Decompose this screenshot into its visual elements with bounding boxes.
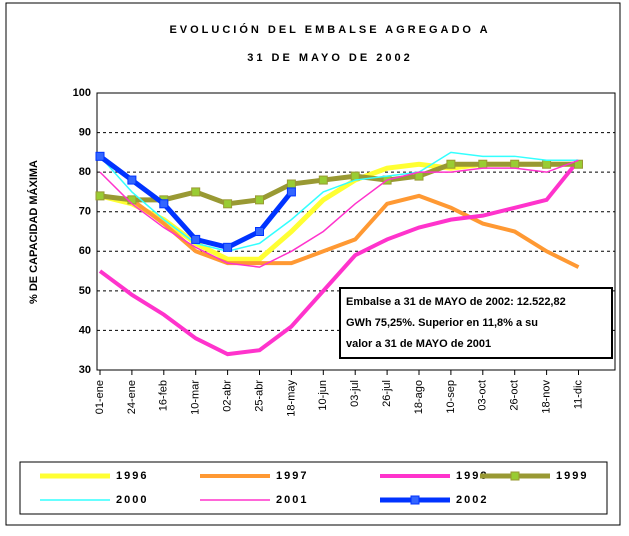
- x-tick-label: 18-ago: [413, 380, 425, 414]
- annotation-text: Embalse a 31 de MAYO de 2002: 12.522,82: [346, 296, 566, 308]
- x-tick-label: 16-feb: [158, 380, 170, 411]
- series-marker: [318, 175, 328, 185]
- legend-label: 1997: [276, 470, 308, 482]
- frame: [5, 2, 621, 526]
- y-tick-label: 60: [79, 245, 91, 257]
- x-tick-label: 18-may: [285, 380, 297, 417]
- series-marker: [127, 195, 137, 205]
- x-tick-label: 26-jul: [381, 380, 393, 407]
- series-marker: [127, 175, 137, 185]
- x-tick-label: 25-abr: [253, 380, 265, 412]
- series-marker: [95, 151, 105, 161]
- series-marker: [159, 199, 169, 209]
- series-marker: [350, 171, 360, 181]
- y-tick-label: 40: [79, 324, 91, 336]
- y-tick-label: 80: [79, 166, 91, 178]
- annotation-text: GWh 75,25%. Superior en 11,8% a su: [346, 317, 538, 329]
- x-tick-label: 18-nov: [541, 380, 553, 414]
- x-tick-label: 26-oct: [509, 380, 521, 411]
- chart-subtitle: 31 DE MAYO DE 2002: [247, 52, 412, 64]
- y-tick-label: 100: [73, 87, 91, 99]
- series-marker: [542, 159, 552, 169]
- legend-label: 1999: [556, 470, 588, 482]
- x-tick-label: 10-sep: [445, 380, 457, 414]
- legend-marker: [510, 471, 520, 481]
- annotation-box: [339, 287, 613, 359]
- legend-label: 2000: [116, 494, 148, 506]
- legend-label: 2001: [276, 494, 308, 506]
- x-tick-label: 10-mar: [190, 380, 202, 415]
- legend-label: 1998: [456, 470, 488, 482]
- series-marker: [286, 179, 296, 189]
- legend-label: 1996: [116, 470, 148, 482]
- series-marker: [223, 199, 233, 209]
- series-marker: [255, 195, 264, 205]
- x-tick-label: 11-dic: [572, 380, 584, 410]
- annotation-text: valor a 31 de MAYO de 2001: [346, 338, 491, 350]
- legend-marker: [410, 495, 420, 505]
- series-line: [99, 151, 579, 253]
- series-line: [99, 161, 579, 207]
- x-tick-label: 03-oct: [477, 380, 489, 411]
- legend-box: [19, 461, 608, 515]
- x-tick-label: 10-jun: [317, 380, 329, 411]
- x-tick-label: 03-jul: [349, 380, 361, 407]
- x-tick-label: 24-ene: [126, 380, 138, 414]
- y-tick-label: 90: [79, 126, 91, 138]
- y-tick-label: 70: [79, 206, 91, 218]
- series-marker: [255, 227, 264, 236]
- series-marker: [191, 187, 201, 197]
- series-marker: [95, 191, 105, 201]
- series-marker: [286, 187, 296, 197]
- series-line: [98, 159, 581, 357]
- series-line: [99, 159, 579, 268]
- series-marker: [191, 234, 201, 244]
- x-tick-label: 01-ene: [94, 380, 106, 414]
- chart-title: EVOLUCIÓN DEL EMBALSE AGREGADO A: [169, 23, 490, 36]
- y-tick-label: 50: [79, 285, 91, 297]
- y-axis-label: % DE CAPACIDAD MÁXIMA: [27, 160, 40, 304]
- series-marker: [478, 159, 488, 169]
- series-marker: [446, 159, 456, 169]
- y-tick-label: 30: [79, 364, 91, 376]
- series-marker: [223, 242, 233, 252]
- series-marker: [510, 159, 520, 169]
- legend-label: 2002: [456, 494, 488, 506]
- x-tick-label: 02-abr: [222, 380, 234, 412]
